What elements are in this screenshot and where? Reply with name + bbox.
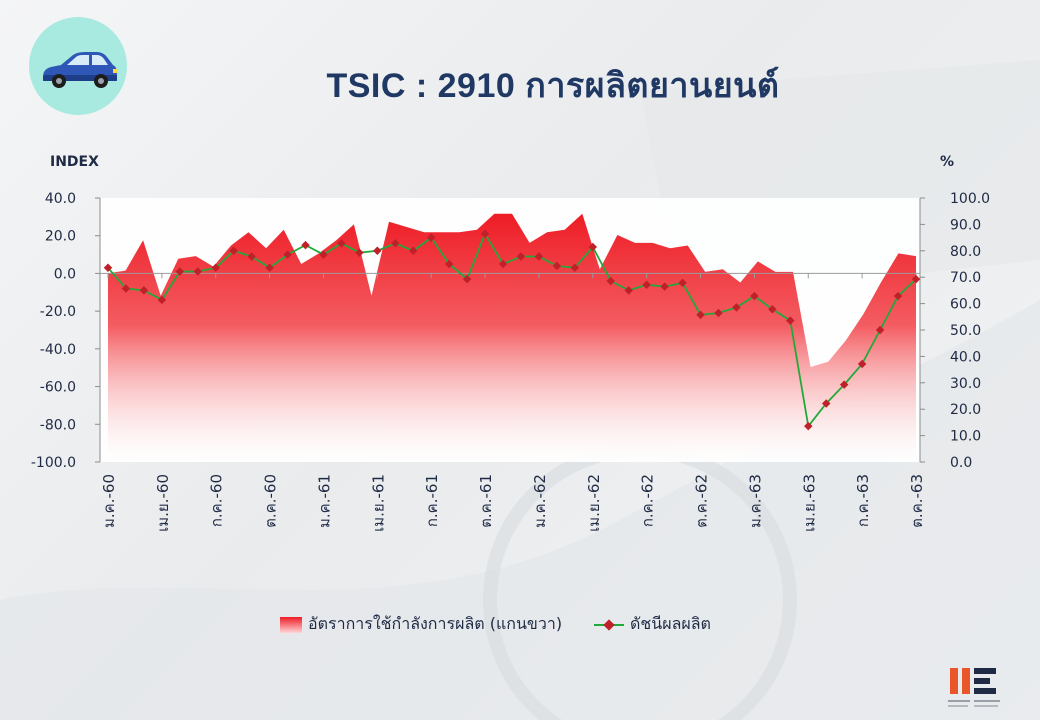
x-tick-label: ก.ค.-61 — [423, 474, 441, 527]
index-point — [552, 261, 562, 271]
legend-area-swatch — [280, 616, 302, 633]
x-tick-label: ก.ค.-60 — [208, 474, 226, 527]
right-tick-label: 0.0 — [950, 455, 972, 471]
index-point — [103, 263, 113, 273]
left-axis-label: INDEX — [50, 154, 99, 170]
index-point — [426, 233, 436, 242]
left-tick-label: 20.0 — [45, 229, 76, 245]
line-markers — [103, 229, 921, 431]
index-point — [606, 276, 615, 286]
index-point — [157, 295, 167, 305]
index-point — [786, 316, 795, 325]
car-icon — [43, 52, 117, 88]
index-point — [444, 259, 454, 269]
legend-area-label: อัตราการใช้กำลังการผลิต (แกนขวา) — [308, 614, 563, 633]
index-point — [642, 280, 651, 289]
index-point — [121, 284, 131, 293]
left-tick-label: 40.0 — [45, 191, 76, 207]
index-point — [570, 263, 580, 273]
index-point — [211, 263, 220, 273]
x-tick-label: ต.ค.-62 — [693, 474, 711, 528]
right-tick-label: 10.0 — [950, 429, 981, 445]
index-point — [893, 291, 903, 301]
index-point — [839, 380, 849, 389]
car-badge — [29, 17, 127, 115]
index-point — [660, 282, 669, 291]
index-point — [373, 246, 382, 256]
index-point — [750, 291, 759, 301]
left-tick-label: 0.0 — [54, 266, 76, 282]
x-tick-label: ก.ค.-63 — [854, 474, 872, 527]
page-title: TSIC : 2910 การผลิตยานยนต์ — [326, 67, 780, 105]
index-point — [678, 278, 687, 288]
index-point — [409, 246, 418, 256]
right-tick-label: 20.0 — [950, 402, 981, 418]
index-point — [283, 250, 292, 259]
production-index-line — [107, 231, 917, 429]
index-point — [175, 267, 185, 276]
x-tick-label: ม.ค.-61 — [315, 474, 333, 528]
right-axis-ticks: 100.0 90.0 80.0 70.0 60.0 50.0 40.0 30.0 20.0 10.… — [920, 191, 990, 471]
index-point — [139, 286, 149, 295]
axes — [99, 198, 921, 462]
left-axis-ticks: 40.0 20.0 0.0 -20.0 -40.0 -60.0 -80.0 -100.0 — [31, 191, 100, 471]
right-tick-label: 100.0 — [950, 191, 990, 207]
index-point — [714, 308, 723, 318]
index-point — [804, 421, 813, 431]
left-tick-label: -40.0 — [40, 342, 76, 358]
index-point — [857, 359, 867, 369]
index-point — [480, 229, 490, 239]
right-tick-label: 40.0 — [950, 349, 981, 365]
right-axis-label: % — [940, 154, 955, 170]
legend-item-area: อัตราการใช้กำลังการผลิต (แกนขวา) — [280, 612, 562, 637]
index-point — [732, 303, 741, 312]
x-tick-label: ต.ค.-63 — [908, 474, 926, 528]
index-point — [193, 267, 203, 276]
index-point — [265, 263, 274, 273]
x-tick-label: ต.ค.-60 — [262, 474, 280, 528]
index-point — [391, 239, 400, 248]
legend-line-label: ดัชนีผลผลิต — [630, 614, 711, 633]
left-tick-label: -20.0 — [40, 304, 76, 320]
right-tick-label: 70.0 — [950, 270, 981, 286]
left-tick-label: -60.0 — [40, 380, 76, 396]
right-tick-label: 90.0 — [950, 217, 981, 233]
right-tick-label: 50.0 — [950, 323, 981, 339]
x-tick-label: ต.ค.-61 — [477, 474, 495, 528]
index-point — [911, 274, 921, 284]
x-tick-label: เม.ย.-63 — [800, 474, 818, 532]
legend-line-swatch — [594, 618, 624, 631]
right-tick-label: 80.0 — [950, 244, 981, 260]
index-point — [696, 310, 705, 320]
x-tick-label: ม.ค.-60 — [100, 474, 118, 528]
line-series — [107, 231, 917, 429]
x-axis-ticks: ม.ค.-60 เม.ย.-60 ก.ค.-60 ต.ค.-60 ม.ค.-61 เม.ย… — [100, 474, 926, 532]
index-point — [498, 259, 508, 269]
right-tick-label: 30.0 — [950, 376, 981, 392]
x-tick-label: ม.ค.-62 — [531, 474, 549, 528]
x-tick-label: ม.ค.-63 — [746, 474, 764, 528]
x-tick-label: เม.ย.-60 — [154, 474, 172, 532]
index-point — [768, 305, 777, 314]
capacity-utilization-area — [108, 213, 916, 462]
index-point — [821, 399, 831, 408]
left-tick-label: -80.0 — [40, 417, 76, 433]
index-point — [337, 239, 346, 248]
index-point — [624, 286, 633, 295]
right-tick-label: 60.0 — [950, 297, 981, 313]
legend-item-line: ดัชนีผลผลิต — [594, 612, 711, 637]
index-point — [355, 248, 364, 257]
index-point — [229, 246, 238, 256]
chart-canvas: 40.0 20.0 0.0 -20.0 -40.0 -60.0 -80.0 -100.0 10… — [31, 191, 990, 532]
oie-logo — [948, 668, 1000, 707]
left-tick-label: -100.0 — [31, 455, 76, 471]
x-tick-label: เม.ย.-61 — [369, 474, 387, 532]
index-point — [319, 250, 328, 259]
x-tick-label: ก.ค.-62 — [639, 474, 657, 527]
index-point — [462, 274, 472, 284]
index-point — [301, 240, 310, 250]
x-tick-label: เม.ย.-62 — [585, 474, 603, 532]
index-point — [875, 325, 885, 335]
area-series — [108, 213, 916, 462]
